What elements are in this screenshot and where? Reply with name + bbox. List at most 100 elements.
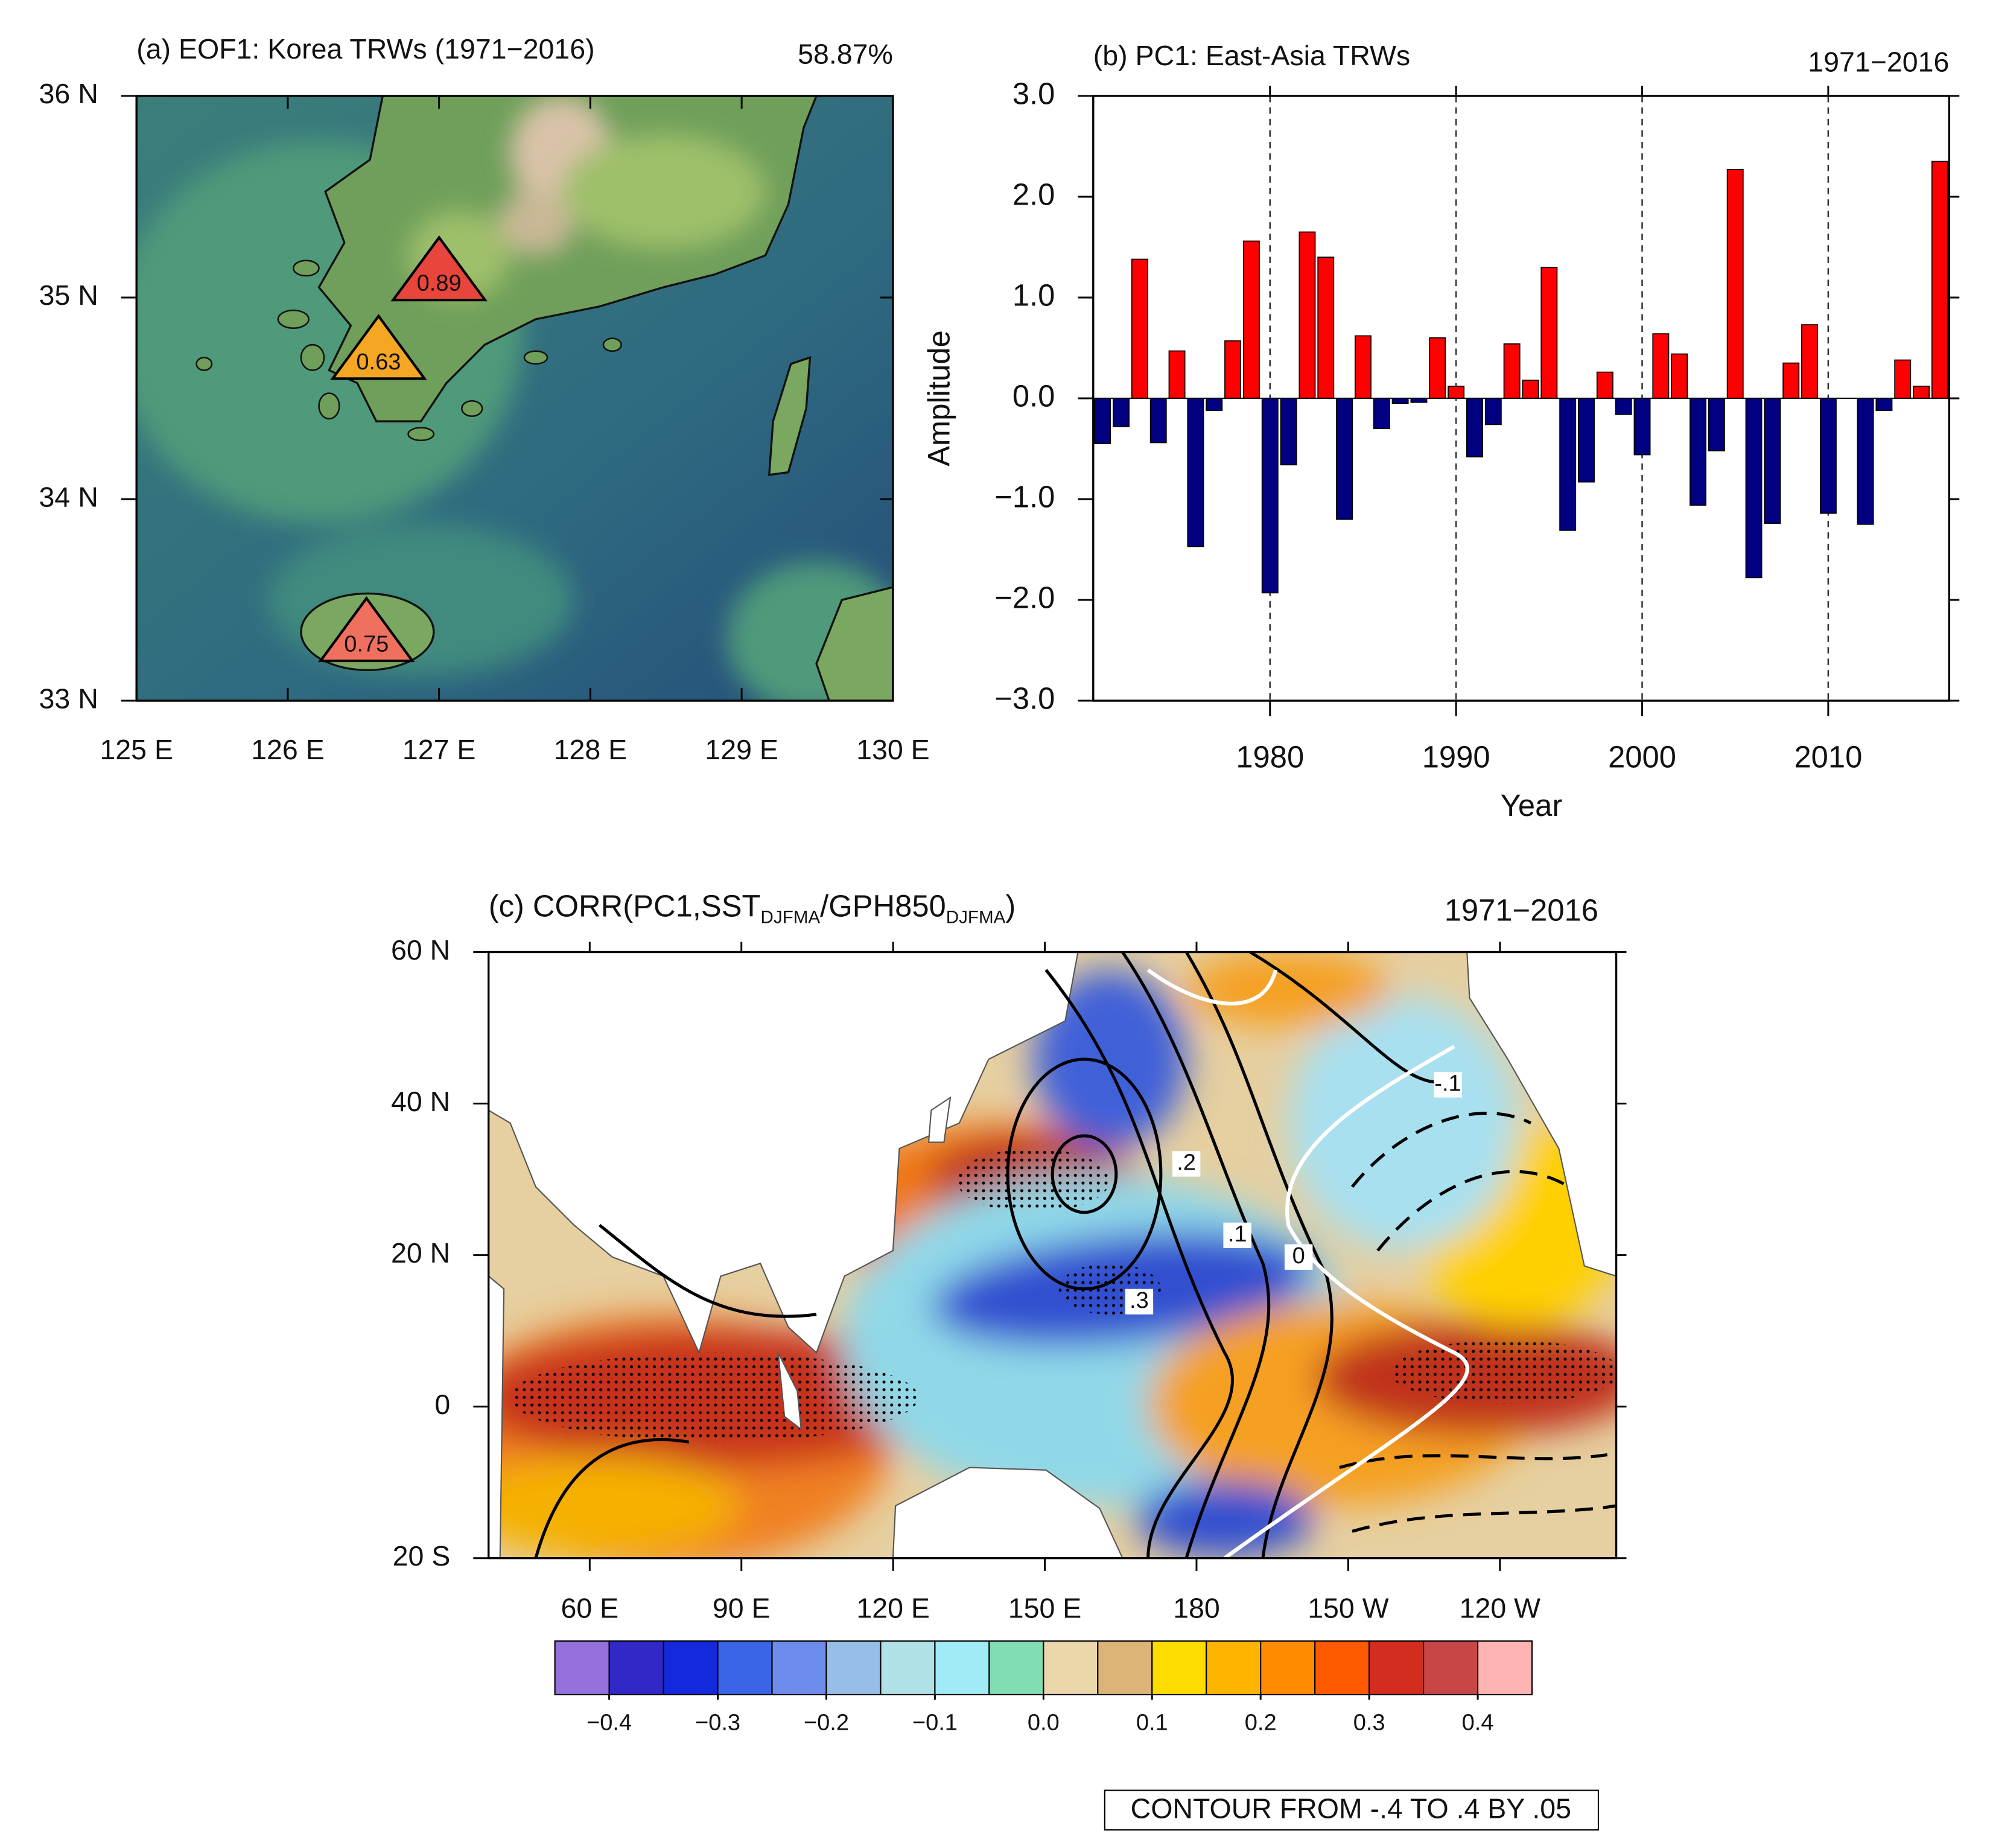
panel-subtitle: 1971−2016 xyxy=(1808,46,1949,77)
bar xyxy=(1131,258,1148,399)
x-tick-label: 120 W xyxy=(1460,1593,1541,1624)
x-tick-label: 1990 xyxy=(1422,740,1490,774)
bar xyxy=(1540,267,1558,399)
title-part: (c) CORR(PC1,SST xyxy=(489,889,761,923)
y-tick-label: 0.0 xyxy=(1012,378,1055,413)
bar xyxy=(1801,324,1819,399)
bar xyxy=(1113,398,1130,427)
colorbar-box xyxy=(825,1640,882,1695)
x-tick-label: 150 W xyxy=(1308,1593,1389,1624)
station-label: 0.89 xyxy=(417,271,462,296)
colorbar-box xyxy=(880,1640,936,1695)
contour-label: .3 xyxy=(1130,1288,1149,1313)
stippling xyxy=(510,1149,1616,1442)
y-tick-label: 1.0 xyxy=(1012,278,1055,312)
colorbar-box xyxy=(608,1640,664,1695)
bar xyxy=(1894,359,1912,399)
bar xyxy=(1764,398,1781,524)
bar xyxy=(1596,371,1613,399)
y-tick-label: −2.0 xyxy=(994,580,1055,614)
contour-label: 0 xyxy=(1292,1243,1305,1269)
colorbar-label: −0.4 xyxy=(587,1710,632,1736)
plot-frame xyxy=(135,95,894,702)
bar xyxy=(1857,398,1874,525)
colorbar-label: −0.2 xyxy=(804,1710,849,1736)
note-box xyxy=(1104,1789,1600,1831)
x-tick-label: 127 E xyxy=(402,734,476,765)
colorbar-box xyxy=(717,1640,773,1695)
bar xyxy=(1242,240,1260,399)
bar xyxy=(1373,398,1390,429)
station-triangle xyxy=(390,235,488,302)
map-a xyxy=(136,95,893,701)
contour-label-box xyxy=(1172,1151,1201,1177)
title-part: DJFMA xyxy=(761,908,821,928)
contour-label: .2 xyxy=(1177,1150,1196,1175)
x-tick-label: 120 E xyxy=(856,1593,930,1624)
map-c xyxy=(488,952,1616,1558)
x-tick-label: 129 E xyxy=(705,734,778,765)
contour-label-box xyxy=(1125,1289,1154,1314)
bar xyxy=(1317,256,1335,399)
contour-label: -.1 xyxy=(1434,1071,1461,1096)
bar xyxy=(1168,350,1186,399)
bar xyxy=(1652,333,1670,399)
bar xyxy=(1224,340,1242,399)
colorbar-box xyxy=(554,1640,610,1695)
y-tick-label: −3.0 xyxy=(994,681,1055,715)
bar xyxy=(1484,398,1502,425)
bar xyxy=(1931,161,1948,399)
colorbar-box xyxy=(1206,1640,1262,1695)
y-tick-label: 0 xyxy=(434,1389,450,1420)
bar xyxy=(1094,398,1111,444)
bar xyxy=(1522,380,1539,399)
bar xyxy=(1875,398,1893,411)
y-tick-label: 20 S xyxy=(393,1540,451,1572)
colorbar-box xyxy=(1477,1640,1533,1695)
title-part: ) xyxy=(1005,889,1016,923)
x-tick-label: 126 E xyxy=(251,734,325,765)
colorbar-box xyxy=(1043,1640,1099,1695)
x-tick-label: 125 E xyxy=(100,734,173,765)
colorbar-box xyxy=(1260,1640,1316,1695)
bar xyxy=(1261,398,1279,594)
bar xyxy=(1354,335,1372,399)
y-tick-label: 60 N xyxy=(391,934,450,966)
islands xyxy=(196,260,622,442)
negative-contours xyxy=(1339,1112,1616,1533)
bar xyxy=(1448,386,1465,399)
colorbar-box xyxy=(934,1640,990,1695)
x-tick-label: 180 xyxy=(1173,1593,1220,1624)
colorbar-label: 0.0 xyxy=(1028,1710,1060,1736)
colorbar-label: 0.2 xyxy=(1245,1710,1277,1736)
contour-label: .1 xyxy=(1228,1222,1247,1247)
station-label: 0.75 xyxy=(344,632,389,657)
bar xyxy=(1280,398,1297,466)
x-axis-title: Year xyxy=(1501,788,1563,823)
y-tick-label: 34 N xyxy=(39,481,98,512)
x-tick-label: 150 E xyxy=(1008,1593,1082,1624)
colorbar-label: −0.1 xyxy=(912,1710,958,1736)
station-label: 0.63 xyxy=(356,349,401,375)
title-part: /GPH850 xyxy=(820,889,946,923)
bar xyxy=(1466,398,1483,457)
bar xyxy=(1559,398,1577,531)
bar xyxy=(1726,169,1744,399)
kyushu xyxy=(815,586,893,701)
y-tick-label: 20 N xyxy=(391,1237,450,1269)
bar xyxy=(1671,353,1688,399)
colorbar-label: −0.3 xyxy=(695,1710,740,1736)
colorbar-box xyxy=(1097,1640,1153,1695)
x-tick-label: 1980 xyxy=(1236,740,1304,774)
colorbar-box xyxy=(988,1640,1044,1695)
bar xyxy=(1187,398,1204,547)
panel-title: (c) CORR(PC1,SSTDJFMA/GPH850DJFMA) xyxy=(489,889,1016,928)
y-axis-title: Amplitude xyxy=(922,330,956,467)
x-tick-label: 2010 xyxy=(1794,740,1862,774)
bar xyxy=(1819,398,1837,514)
y-tick-label: 3.0 xyxy=(1012,76,1055,110)
plot-frame xyxy=(1092,95,1951,702)
bar xyxy=(1782,362,1800,399)
